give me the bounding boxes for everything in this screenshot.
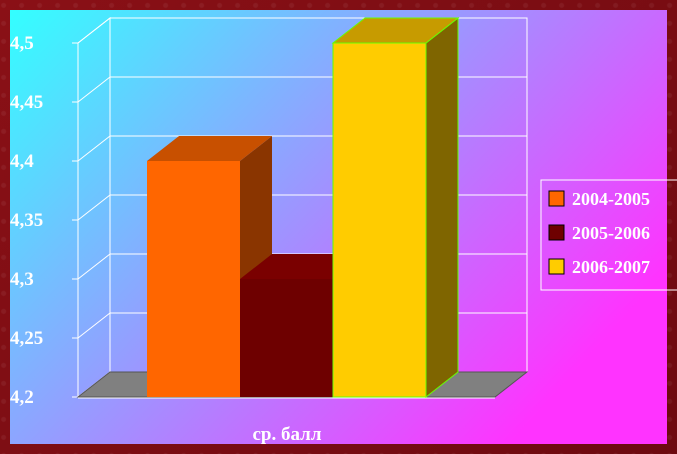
bar-front-face — [332, 42, 427, 398]
bar-2006-2007 — [331, 16, 460, 399]
bar-front-face — [147, 161, 240, 397]
legend-swatch — [548, 190, 565, 207]
grid-line-side — [77, 194, 111, 221]
bar-front-face — [240, 279, 333, 397]
grid-line-side — [77, 17, 111, 44]
legend-label: 2004-2005 — [572, 189, 650, 209]
bar-top-face — [147, 136, 272, 161]
legend-swatch — [548, 258, 565, 275]
legend: 2004-2005 2005-2006 2006-2007 — [540, 179, 677, 291]
y-tick-label: 4,3 — [10, 269, 34, 290]
y-tick-label: 4,25 — [10, 328, 43, 349]
legend-swatch — [548, 224, 565, 241]
y-axis-ticks: 4,2 4,25 4,3 4,35 4,4 4,45 4,5 — [10, 33, 43, 408]
grid-line-side — [77, 253, 111, 280]
legend-label: 2005-2006 — [572, 223, 650, 243]
y-tick-label: 4,35 — [10, 210, 43, 231]
category-label: ср. балл — [253, 424, 322, 445]
bars — [147, 16, 460, 399]
bar-side-face — [425, 16, 459, 399]
grid-line-side — [77, 76, 111, 103]
y-tick-label: 4,45 — [10, 92, 43, 113]
y-tick-label: 4,2 — [10, 387, 34, 408]
y-tick-label: 4,5 — [10, 33, 34, 54]
y-tick-label: 4,4 — [10, 151, 34, 172]
legend-label: 2006-2007 — [572, 257, 650, 277]
grid-line-side — [77, 312, 111, 339]
legend-box — [540, 179, 677, 291]
grid-line-side — [77, 135, 111, 162]
